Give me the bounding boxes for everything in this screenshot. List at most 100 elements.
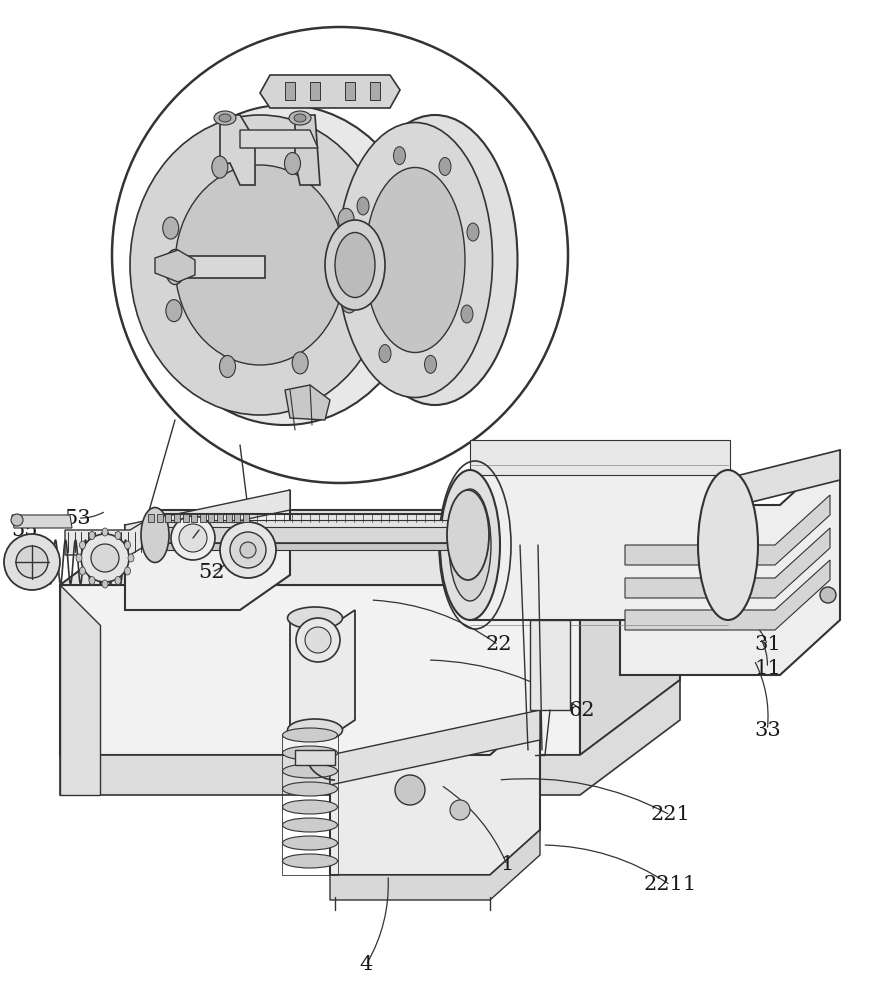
Circle shape <box>395 775 425 805</box>
Polygon shape <box>470 470 730 620</box>
Ellipse shape <box>141 508 169 562</box>
Polygon shape <box>150 527 470 543</box>
Bar <box>217 514 223 522</box>
Bar <box>148 514 154 522</box>
Ellipse shape <box>294 114 306 122</box>
Ellipse shape <box>449 489 491 601</box>
Polygon shape <box>620 450 840 535</box>
Text: 21: 21 <box>335 528 362 546</box>
Polygon shape <box>625 560 830 630</box>
Polygon shape <box>295 750 335 765</box>
Ellipse shape <box>124 567 131 575</box>
Polygon shape <box>330 830 540 900</box>
Text: 55: 55 <box>11 520 38 540</box>
Ellipse shape <box>325 220 385 310</box>
Circle shape <box>171 516 215 560</box>
Bar <box>235 514 241 522</box>
Bar <box>208 514 214 522</box>
Bar <box>191 514 198 522</box>
Circle shape <box>11 514 23 526</box>
Ellipse shape <box>282 782 338 796</box>
Ellipse shape <box>89 531 95 539</box>
Ellipse shape <box>282 818 338 832</box>
Polygon shape <box>150 520 470 527</box>
Polygon shape <box>620 450 840 675</box>
Polygon shape <box>60 585 580 755</box>
Bar <box>200 514 206 522</box>
Ellipse shape <box>467 223 479 241</box>
Polygon shape <box>470 440 730 475</box>
Polygon shape <box>155 250 195 282</box>
Ellipse shape <box>289 111 311 125</box>
Ellipse shape <box>214 111 236 125</box>
Text: 11: 11 <box>754 658 781 678</box>
Ellipse shape <box>282 728 338 742</box>
Ellipse shape <box>393 147 406 165</box>
Text: 33: 33 <box>754 720 781 740</box>
Circle shape <box>112 27 568 483</box>
Polygon shape <box>330 710 540 875</box>
Ellipse shape <box>165 249 185 284</box>
Ellipse shape <box>115 577 121 585</box>
Text: 221: 221 <box>650 806 691 824</box>
Ellipse shape <box>282 746 338 760</box>
Ellipse shape <box>379 345 391 363</box>
Polygon shape <box>290 610 355 730</box>
Polygon shape <box>285 385 330 420</box>
Ellipse shape <box>219 114 231 122</box>
Ellipse shape <box>282 854 338 868</box>
Ellipse shape <box>130 115 390 415</box>
Ellipse shape <box>124 541 131 549</box>
Circle shape <box>91 544 119 572</box>
Ellipse shape <box>220 355 235 377</box>
Circle shape <box>4 534 60 590</box>
Polygon shape <box>625 528 830 598</box>
Ellipse shape <box>288 719 342 741</box>
Circle shape <box>16 546 48 578</box>
Polygon shape <box>260 75 400 108</box>
Ellipse shape <box>292 352 308 374</box>
Polygon shape <box>150 543 470 550</box>
Polygon shape <box>60 680 680 795</box>
Polygon shape <box>12 515 72 528</box>
Polygon shape <box>295 115 320 185</box>
Polygon shape <box>580 510 680 755</box>
Polygon shape <box>60 510 680 585</box>
Bar <box>285 82 295 100</box>
Ellipse shape <box>338 122 492 397</box>
Ellipse shape <box>89 577 95 585</box>
Text: 4: 4 <box>359 956 373 974</box>
Text: 2211: 2211 <box>644 876 697 894</box>
Ellipse shape <box>447 490 489 580</box>
Text: 53: 53 <box>64 508 91 528</box>
Ellipse shape <box>102 528 108 536</box>
Text: 52: 52 <box>198 562 225 582</box>
Ellipse shape <box>212 156 228 178</box>
Ellipse shape <box>335 232 375 298</box>
Ellipse shape <box>128 554 134 562</box>
Ellipse shape <box>439 157 451 175</box>
Polygon shape <box>175 256 265 278</box>
Circle shape <box>240 542 256 558</box>
Bar <box>345 82 355 100</box>
Ellipse shape <box>175 165 345 365</box>
Circle shape <box>220 522 276 578</box>
Ellipse shape <box>424 355 437 373</box>
Polygon shape <box>625 495 830 565</box>
Polygon shape <box>240 130 318 148</box>
Ellipse shape <box>282 800 338 814</box>
Bar <box>243 514 249 522</box>
Polygon shape <box>330 710 540 785</box>
Ellipse shape <box>440 470 500 620</box>
Bar <box>165 514 171 522</box>
Circle shape <box>820 587 836 603</box>
Text: 3: 3 <box>699 556 713 574</box>
Bar <box>370 82 380 100</box>
Circle shape <box>450 800 470 820</box>
Ellipse shape <box>102 580 108 588</box>
Ellipse shape <box>145 105 425 425</box>
Bar <box>183 514 189 522</box>
Ellipse shape <box>76 554 82 562</box>
Ellipse shape <box>79 567 86 575</box>
Circle shape <box>296 618 340 662</box>
